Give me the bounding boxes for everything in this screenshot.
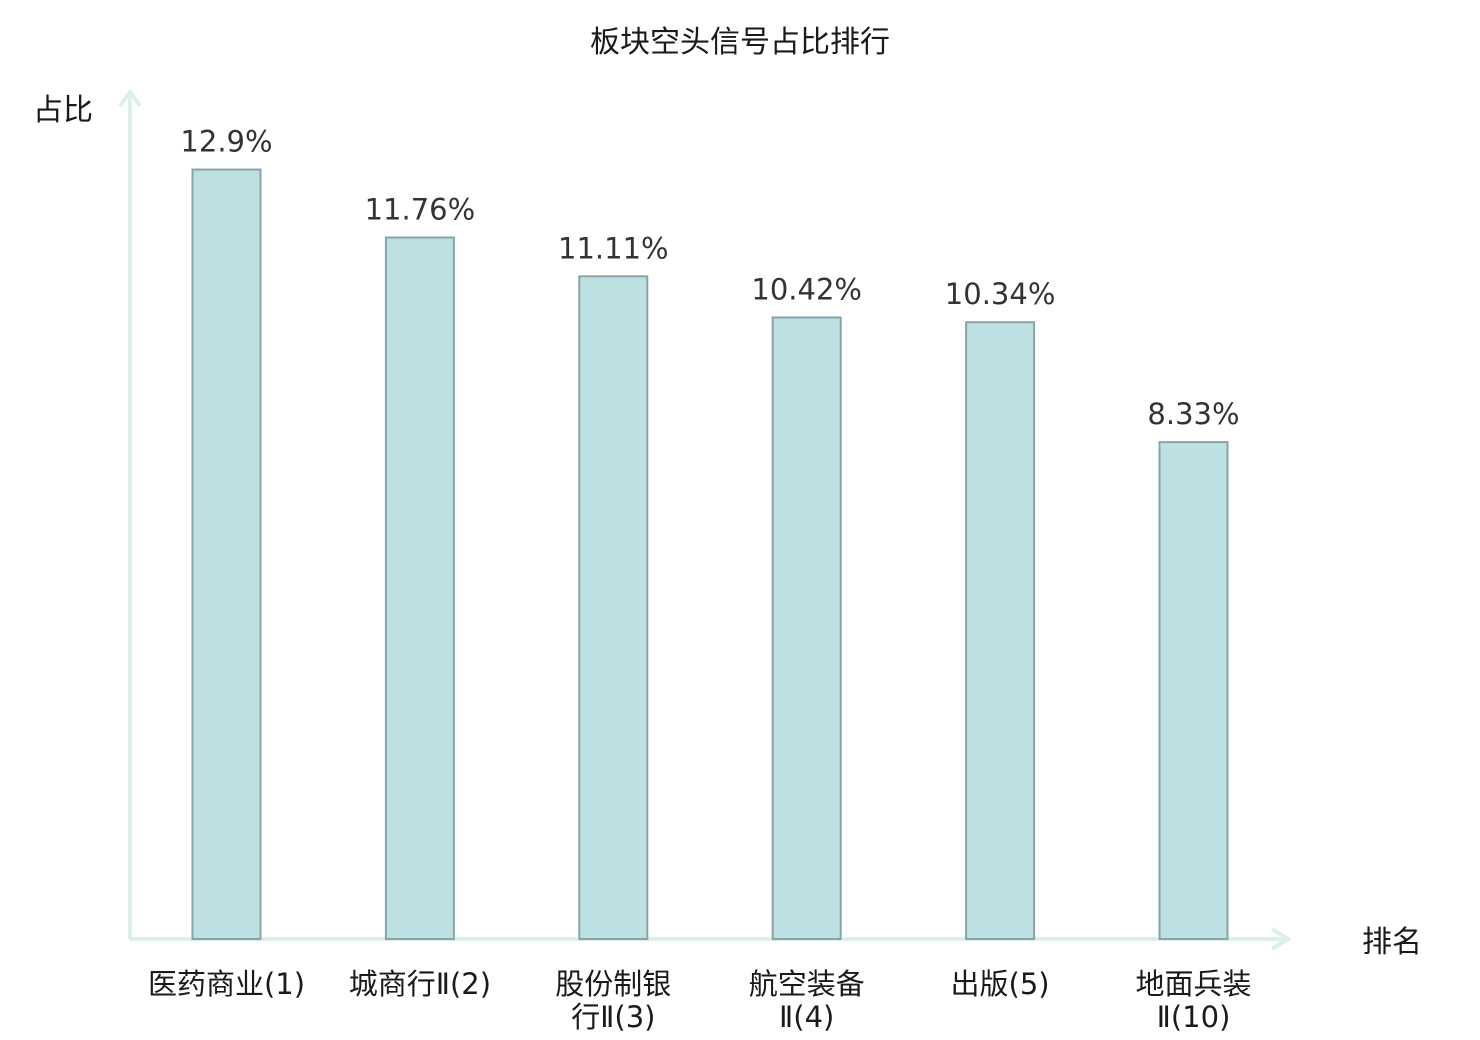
x-tick-label-line: 行Ⅱ(3)	[571, 1000, 655, 1034]
bar-4	[771, 316, 842, 941]
x-tick-label-2: 城商行Ⅱ(2)	[349, 967, 491, 1001]
x-tick-label-4: 航空装备 Ⅱ(4)	[749, 967, 865, 1034]
bar-5	[965, 321, 1036, 940]
chart-title: 板块空头信号占比排行	[590, 25, 890, 60]
value-label-5: 10.34%	[945, 277, 1056, 311]
bar-2	[384, 236, 455, 941]
value-label-4: 10.42%	[751, 272, 862, 306]
bar-6	[1158, 441, 1229, 940]
x-tick-label-line: 城商行Ⅱ(2)	[349, 967, 491, 1001]
x-tick-label-line: 医药商业(1)	[148, 967, 305, 1001]
x-tick-label-6: 地面兵装 Ⅱ(10)	[1135, 967, 1251, 1034]
x-tick-label-line: 地面兵装	[1135, 967, 1251, 1001]
y-axis-arrow-icon	[118, 88, 142, 108]
x-tick-label-line: 航空装备	[749, 967, 865, 1001]
x-tick-label-3: 股份制银行Ⅱ(3)	[555, 967, 671, 1034]
value-label-6: 8.33%	[1147, 397, 1239, 431]
x-tick-label-1: 医药商业(1)	[148, 967, 305, 1001]
x-tick-label-line: 出版(5)	[951, 967, 1050, 1001]
y-axis-label: 占比	[33, 93, 93, 128]
value-labels-group: 12.9% 11.76% 11.11% 10.42% 10.34% 8.33%	[180, 125, 1239, 432]
x-tick-labels-group: 医药商业(1) 城商行Ⅱ(2) 股份制银行Ⅱ(3) 航空装备 Ⅱ(4) 出版(5) 地面兵装…	[148, 967, 1252, 1034]
x-axis-arrow-icon	[1270, 927, 1292, 951]
bar-1	[191, 168, 262, 941]
bar-3	[578, 275, 649, 941]
value-label-1: 12.9%	[180, 125, 272, 159]
x-tick-label-5: 出版(5)	[951, 967, 1050, 1001]
x-tick-label-line: Ⅱ(4)	[779, 1000, 834, 1034]
bars-group	[191, 168, 1229, 941]
x-tick-label-line: Ⅱ(10)	[1157, 1000, 1231, 1034]
value-label-2: 11.76%	[365, 193, 476, 227]
x-tick-label-line: 股份制银	[555, 967, 671, 1001]
x-axis-label: 排名	[1362, 925, 1422, 960]
value-label-3: 11.11%	[558, 231, 669, 265]
